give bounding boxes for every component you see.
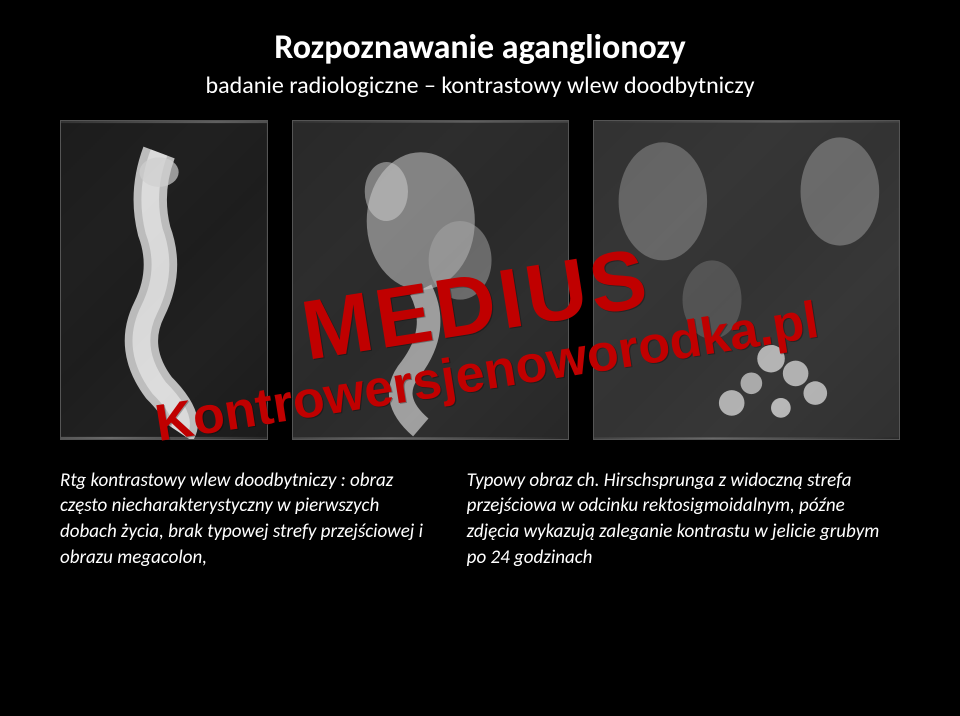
xray-image-right	[593, 120, 900, 440]
page-title: Rozpoznawanie aganglionozy	[60, 28, 900, 69]
images-row	[60, 120, 900, 440]
slide: Rozpoznawanie aganglionozy badanie radio…	[0, 0, 960, 716]
page-subtitle: badanie radiologiczne – kontrastowy wlew…	[60, 71, 900, 100]
title-block: Rozpoznawanie aganglionozy badanie radio…	[60, 28, 900, 100]
caption-right: Typowy obraz ch. Hirschsprunga z widoczn…	[467, 468, 900, 571]
captions-row: Rtg kontrastowy wlew doodbytniczy : obra…	[60, 468, 900, 571]
xray-image-left	[60, 120, 268, 440]
xray-svg-right	[594, 121, 899, 439]
caption-left: Rtg kontrastowy wlew doodbytniczy : obra…	[60, 468, 427, 571]
xray-svg-left	[61, 121, 267, 439]
xray-svg-middle	[293, 121, 568, 439]
xray-image-middle	[292, 120, 569, 440]
